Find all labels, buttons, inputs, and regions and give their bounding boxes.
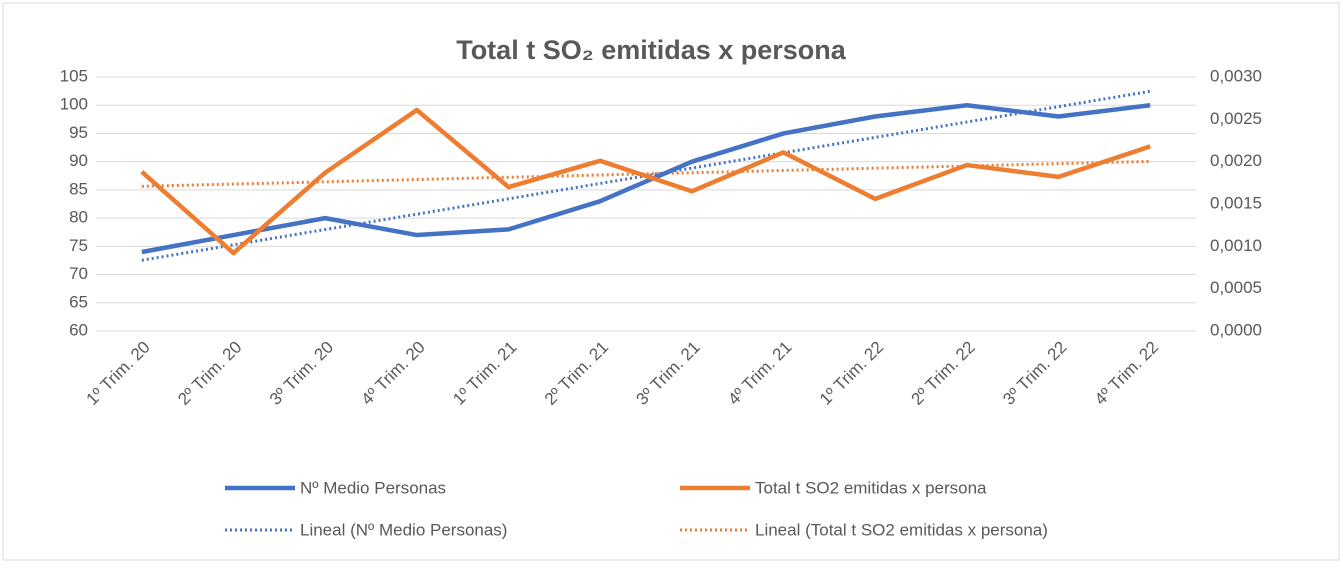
y-tick-label: 70 [69,264,88,283]
y-tick-label: 90 [69,151,88,170]
y2-tick-label: 0,0020 [1210,151,1262,170]
chart-border [2,2,1340,561]
y2-tick-label: 0,0025 [1210,109,1262,128]
legend-label: Lineal (Nº Medio Personas) [300,520,507,539]
legend-label: Lineal (Total t SO2 emitidas x persona) [755,520,1048,539]
y2-tick-label: 0,0010 [1210,236,1262,255]
y2-tick-label: 0,0015 [1210,193,1262,212]
legend-label: Nº Medio Personas [300,478,446,497]
y-tick-label: 85 [69,179,88,198]
y2-tick-label: 0,0030 [1210,66,1262,85]
y-tick-label: 100 [60,95,88,114]
y-tick-label: 60 [69,320,88,339]
y-tick-label: 80 [69,208,88,227]
series-line [141,102,1151,255]
y-tick-label: 65 [69,292,88,311]
y2-tick-label: 0,0000 [1210,320,1262,339]
legend-label: Total t SO2 emitidas x persona [755,478,987,497]
series-line [140,107,1151,256]
chart-title: Total t SO₂ emitidas x persona [456,35,847,65]
y2-tick-label: 0,0005 [1210,278,1262,297]
y-tick-label: 75 [69,236,88,255]
y-tick-label: 95 [69,123,88,142]
y-tick-label: 105 [60,66,88,85]
